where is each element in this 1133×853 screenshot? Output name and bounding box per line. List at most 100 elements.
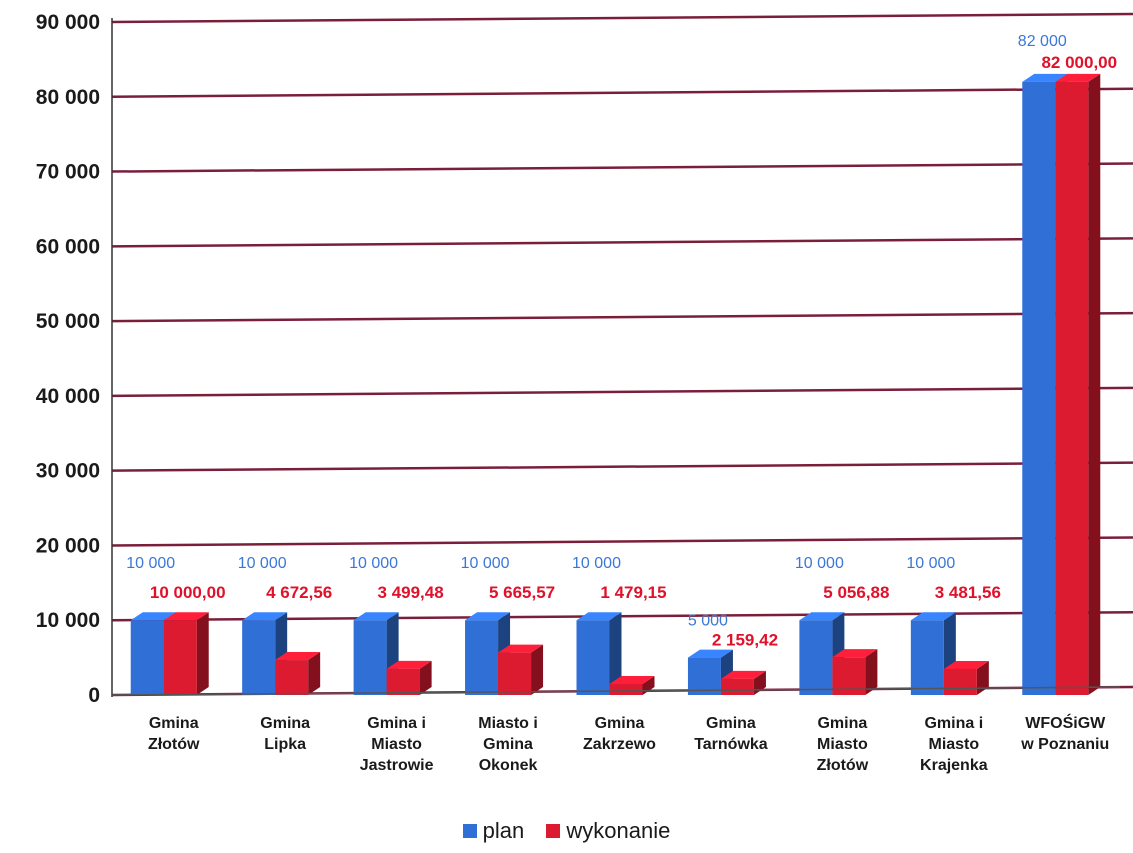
y-tick-label: 30 000	[36, 460, 100, 483]
bar-wykonanie	[386, 660, 432, 695]
bar-side	[976, 660, 989, 695]
y-tick-label: 60 000	[36, 235, 100, 258]
x-tick-label-line: Złotów	[148, 736, 200, 753]
y-tick-label: 80 000	[36, 86, 100, 109]
x-tick-label-line: Gmina i	[924, 715, 983, 732]
bar-side	[196, 612, 209, 695]
bar-top	[799, 612, 845, 621]
bar-top	[1055, 73, 1101, 82]
bar-wykonanie	[720, 670, 766, 695]
data-label-wykonanie: 5 056,88	[823, 583, 889, 602]
bar-front	[576, 620, 610, 695]
bar-front	[720, 678, 754, 695]
data-label-plan: 10 000	[126, 555, 175, 572]
x-tick-label-line: Gmina	[483, 736, 533, 753]
bar-top	[910, 612, 956, 621]
x-tick-label-line: Gmina	[595, 715, 645, 732]
x-tick-label: Gmina Zakrzewo	[583, 715, 656, 753]
data-label-plan: 5 000	[688, 613, 728, 630]
y-tick-label: 90 000	[36, 11, 100, 34]
bar-top	[163, 612, 209, 621]
bar-top	[498, 644, 544, 653]
x-tick-label-line: Miasto	[928, 736, 979, 753]
gridline	[111, 461, 1133, 472]
bar-side	[609, 612, 622, 695]
legend-label-plan: plan	[482, 818, 525, 843]
data-label-plan: 10 000	[795, 555, 844, 572]
data-label-wykonanie: 5 665,57	[489, 583, 555, 602]
bar-side	[753, 670, 766, 695]
bar-side	[308, 652, 321, 695]
legend-item-plan: plan	[462, 818, 525, 844]
data-label-plan: 10 000	[906, 555, 955, 572]
bar-front	[353, 620, 387, 695]
x-tick-label-line: Gmina	[149, 715, 199, 732]
bar-front	[130, 620, 164, 695]
y-tick-label: 0	[88, 684, 100, 707]
gridline	[111, 12, 1133, 24]
x-tick-label-line: Miasto	[371, 736, 422, 753]
bar-front	[498, 652, 532, 695]
bar-top	[130, 612, 176, 621]
bar-front	[242, 620, 276, 695]
bar-plan	[576, 612, 622, 695]
bar-front	[943, 668, 977, 695]
x-tick-label-line: Miasto	[817, 736, 868, 753]
bar-top	[720, 670, 766, 679]
gridline	[111, 536, 1133, 547]
bar-top	[1022, 73, 1068, 82]
bar-top	[943, 660, 989, 669]
data-labels: 10 000 10 000,00 10 000 4 672,56 10 000 3 499…	[126, 33, 1117, 650]
data-label-wykonanie: 3 499,48	[378, 583, 444, 602]
x-tick-label-line: Lipka	[264, 736, 306, 753]
y-tick-label: 20 000	[36, 534, 100, 557]
bar-front	[386, 668, 420, 695]
gridline	[111, 386, 1133, 398]
bar-side	[419, 660, 432, 695]
bar-top	[386, 660, 432, 669]
bar-front	[465, 620, 499, 695]
bar-wykonanie	[1055, 73, 1101, 696]
bar-side	[865, 649, 878, 695]
bar-top	[465, 612, 511, 621]
bar-wykonanie	[163, 612, 209, 695]
x-tick-label: Gmina Złotów	[148, 715, 200, 753]
bar-top	[832, 649, 878, 658]
bar-top	[275, 652, 321, 661]
x-tick-label-line: Gmina	[260, 715, 310, 732]
bar-top	[353, 612, 399, 621]
legend-swatch-plan	[462, 824, 477, 838]
x-tick-label-line: Zakrzewo	[583, 736, 656, 753]
x-tick-label-line: Jastrowie	[360, 757, 434, 774]
data-label-wykonanie: 4 672,56	[266, 583, 332, 602]
y-axis: 0 10 000 20 000 30 000 40 000 50 000 60 000 70 …	[36, 11, 113, 707]
data-label-wykonanie: 3 481,56	[935, 583, 1001, 602]
bar-top	[609, 675, 655, 684]
bar-wykonanie	[498, 644, 544, 695]
x-tick-label-line: Gmina	[817, 715, 867, 732]
x-tick-label-line: Gmina	[706, 715, 756, 732]
bar-front	[1055, 81, 1089, 696]
legend-swatch-wykonanie	[546, 824, 561, 838]
data-label-plan: 10 000	[238, 555, 287, 572]
x-tick-label-line: WFOŚiGW	[1025, 713, 1106, 732]
data-label-wykonanie: 1 479,15	[600, 583, 666, 602]
x-tick-label: Gmina Tarnówka	[694, 715, 768, 753]
legend: plan wykonanie	[0, 818, 1133, 844]
x-tick-label-line: Złotów	[817, 757, 869, 774]
bar-side	[1088, 73, 1101, 696]
x-tick-label: Gmina Lipka	[260, 715, 310, 753]
y-tick-label: 10 000	[36, 609, 100, 632]
bar-front	[275, 660, 309, 695]
data-label-plan: 10 000	[349, 555, 398, 572]
y-tick-label: 70 000	[36, 161, 100, 184]
bar-front	[163, 620, 197, 695]
bar-wykonanie	[943, 660, 989, 695]
gridline	[111, 311, 1133, 323]
bar-side	[531, 644, 544, 695]
gridline	[111, 87, 1133, 99]
x-tick-label-line: w Poznaniu	[1020, 736, 1109, 753]
x-tick-label-line: Gmina i	[367, 715, 426, 732]
bar-top	[576, 612, 622, 621]
